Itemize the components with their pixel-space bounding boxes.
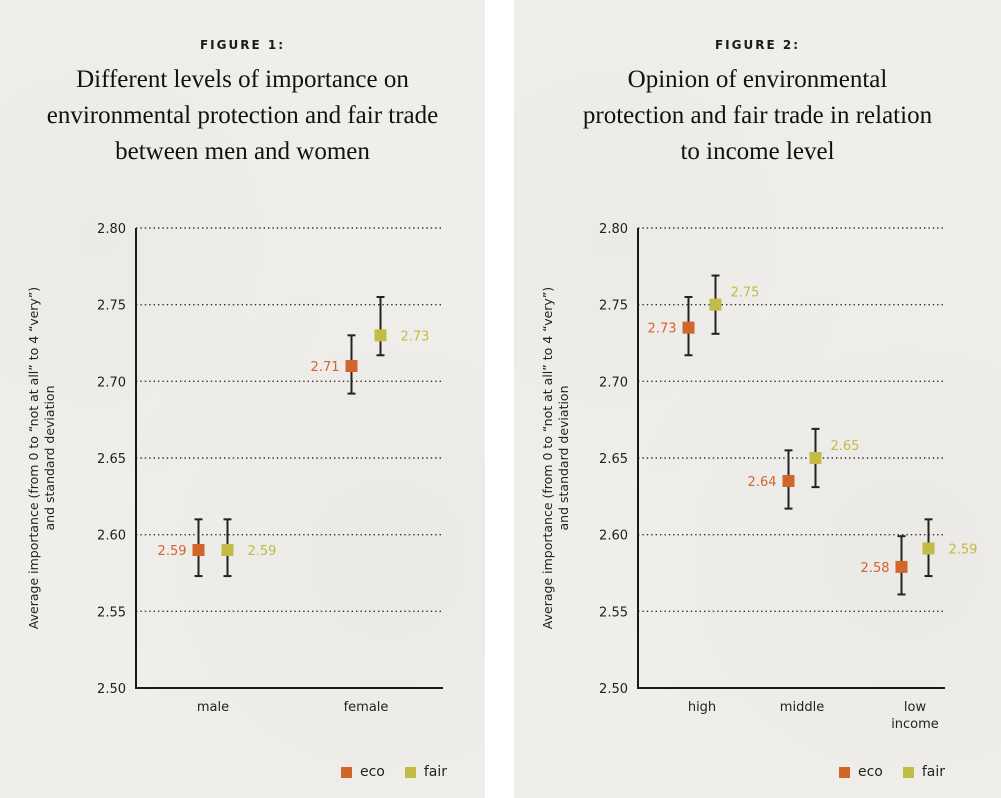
y-axis-title: Average importance (from 0 to “not at al… — [26, 287, 57, 629]
figure-2-label: FIGURE 2: — [714, 38, 801, 52]
y-tick-label: 2.60 — [599, 529, 628, 544]
figure-2-panel: FIGURE 2: Opinion of environmental prote… — [514, 0, 1001, 798]
figure-1-title-line: Different levels of importance on — [76, 66, 409, 93]
marker-eco — [345, 360, 358, 372]
marker-eco — [192, 544, 205, 556]
marker-fair — [922, 542, 935, 555]
legend-item-fair: fair — [902, 764, 945, 780]
marker-fair — [221, 544, 234, 556]
fair-swatch-icon — [404, 766, 416, 778]
figure-1-legend: eco fair — [340, 764, 447, 780]
value-label-eco: 2.59 — [158, 544, 187, 559]
marker-eco — [782, 475, 795, 487]
value-label-eco: 2.64 — [748, 475, 777, 490]
marker-fair — [709, 298, 722, 311]
y-tick-label: 2.60 — [97, 529, 126, 544]
value-label-fair: 2.73 — [401, 329, 430, 344]
value-label-eco: 2.58 — [861, 561, 890, 576]
fair-swatch-icon — [902, 766, 914, 778]
value-label-eco: 2.73 — [648, 322, 677, 337]
figure-1-title: Different levels of importance on enviro… — [10, 62, 475, 170]
figure-1-chart: 2.50 2.55 2.60 2.65 2.70 2.75 2.80 Average impo… — [26, 222, 443, 715]
figure-1-panel: FIGURE 1: Different levels of importance… — [0, 0, 485, 798]
value-label-fair: 2.59 — [949, 542, 978, 557]
figure-2-title: Opinion of environmental protection and … — [524, 62, 991, 170]
y-axis-title-line: Average importance (from 0 to “not at al… — [540, 287, 555, 629]
y-axis-title-line: Average importance (from 0 to “not at al… — [26, 287, 41, 629]
legend-item-eco: eco — [838, 764, 883, 780]
y-tick-label: 2.55 — [599, 605, 628, 620]
marker-fair — [809, 452, 822, 464]
y-tick-label: 2.65 — [599, 452, 628, 467]
y-axis-title-line: and standard deviation — [42, 385, 57, 530]
legend-label-eco: eco — [359, 764, 385, 780]
marker-eco — [682, 321, 695, 334]
legend-label-fair: fair — [423, 764, 447, 780]
y-tick-label: 2.75 — [599, 299, 628, 314]
value-label-eco: 2.71 — [311, 360, 340, 375]
figure-1-title-line: between men and women — [115, 138, 370, 165]
legend-item-fair: fair — [404, 764, 447, 780]
figure-1-title-line: environmental protection and fair trade — [46, 102, 439, 129]
y-tick-label: 2.55 — [97, 605, 126, 620]
x-category-label: income — [891, 717, 939, 732]
value-label-fair: 2.75 — [731, 286, 760, 301]
value-label-fair: 2.65 — [831, 439, 860, 454]
figure-2-title-line: to income level — [680, 138, 835, 165]
x-category-label: male — [197, 700, 229, 715]
figure-2-legend: eco fair — [838, 764, 945, 780]
x-category-label: middle — [780, 700, 824, 715]
y-tick-label: 2.70 — [97, 375, 126, 390]
y-tick-label: 2.65 — [97, 452, 126, 467]
y-tick-label: 2.50 — [97, 682, 126, 697]
y-axis-title: Average importance (from 0 to “not at al… — [540, 287, 571, 629]
y-tick-label: 2.75 — [97, 299, 126, 314]
x-category-label: high — [688, 700, 716, 715]
figure-2-chart: 2.50 2.55 2.60 2.65 2.70 2.75 2.80 Average impo… — [540, 222, 978, 732]
y-tick-label: 2.50 — [599, 682, 628, 697]
y-tick-label: 2.80 — [599, 222, 628, 237]
value-label-fair: 2.59 — [248, 544, 277, 559]
eco-swatch-icon — [838, 766, 850, 778]
legend-label-eco: eco — [857, 764, 883, 780]
y-tick-label: 2.70 — [599, 375, 628, 390]
y-tick-label: 2.80 — [97, 222, 126, 237]
figure-1-label: FIGURE 1: — [199, 38, 286, 52]
figure-2-title-line: protection and fair trade in relation — [582, 102, 933, 129]
x-category-label: low — [904, 700, 927, 715]
eco-swatch-icon — [340, 766, 352, 778]
x-category-label: female — [344, 700, 389, 715]
figure-2-title-line: Opinion of environmental — [627, 66, 888, 93]
y-axis-title-line: and standard deviation — [556, 385, 571, 530]
legend-item-eco: eco — [340, 764, 385, 780]
marker-eco — [895, 560, 908, 573]
marker-fair — [374, 329, 387, 342]
legend-label-fair: fair — [921, 764, 945, 780]
